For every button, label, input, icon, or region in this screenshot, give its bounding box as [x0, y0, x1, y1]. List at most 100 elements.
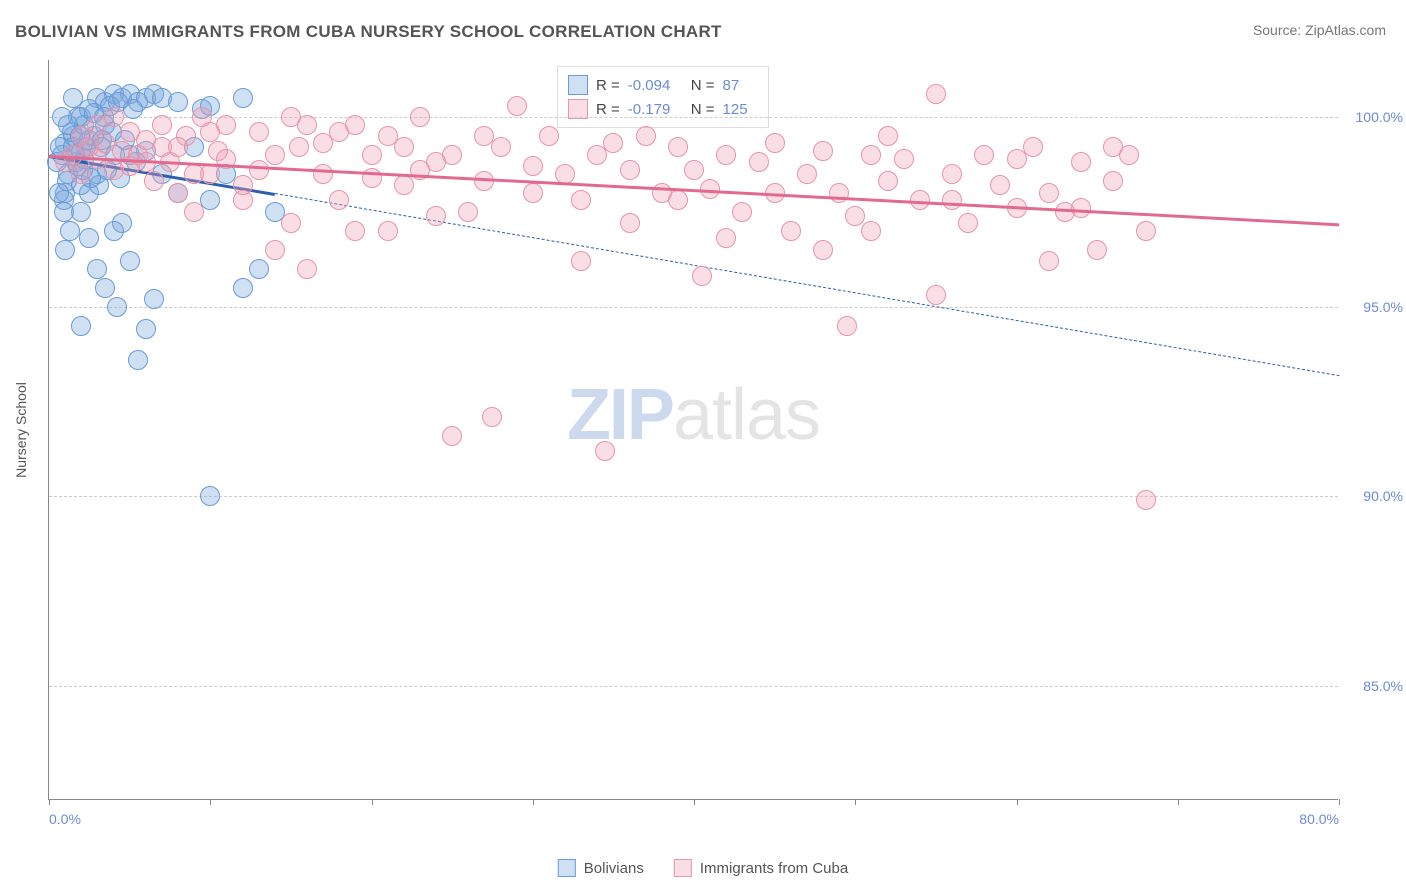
scatter-point — [1039, 183, 1059, 203]
scatter-point — [168, 137, 188, 157]
scatter-point — [765, 133, 785, 153]
scatter-point — [716, 145, 736, 165]
bottom-legend: Bolivians Immigrants from Cuba — [558, 859, 848, 877]
scatter-point — [942, 164, 962, 184]
stats-r-value: -0.094 — [628, 77, 683, 94]
scatter-point — [136, 319, 156, 339]
scatter-point — [144, 289, 164, 309]
scatter-point — [289, 137, 309, 157]
stats-swatch — [568, 75, 588, 95]
scatter-point — [104, 221, 124, 241]
scatter-point — [813, 141, 833, 161]
scatter-point — [878, 126, 898, 146]
scatter-point — [636, 126, 656, 146]
scatter-point — [845, 206, 865, 226]
scatter-point — [281, 213, 301, 233]
scatter-point — [861, 221, 881, 241]
scatter-point — [71, 164, 91, 184]
scatter-point — [55, 240, 75, 260]
scatter-point — [362, 145, 382, 165]
stats-box: R =-0.094N =87R =-0.179N =125 — [557, 66, 769, 128]
scatter-point — [813, 240, 833, 260]
stats-r-value: -0.179 — [628, 101, 683, 118]
scatter-point — [144, 171, 164, 191]
scatter-point — [168, 183, 188, 203]
scatter-point — [49, 183, 69, 203]
scatter-point — [974, 145, 994, 165]
scatter-point — [233, 278, 253, 298]
scatter-point — [620, 213, 640, 233]
scatter-point — [184, 164, 204, 184]
scatter-point — [1071, 198, 1091, 218]
scatter-point — [555, 164, 575, 184]
stats-n-label: N = — [691, 101, 715, 118]
gridline-h — [49, 686, 1338, 687]
x-tick — [1017, 799, 1018, 805]
gridline-h — [49, 117, 1338, 118]
scatter-point — [1136, 221, 1156, 241]
x-tick — [855, 799, 856, 805]
scatter-point — [1007, 149, 1027, 169]
scatter-point — [620, 160, 640, 180]
scatter-point — [716, 228, 736, 248]
legend-label: Immigrants from Cuba — [700, 860, 848, 877]
x-tick — [1339, 799, 1340, 805]
x-tick — [533, 799, 534, 805]
legend-item: Immigrants from Cuba — [674, 859, 848, 877]
scatter-point — [297, 259, 317, 279]
x-tick — [1178, 799, 1179, 805]
scatter-point — [1087, 240, 1107, 260]
scatter-point — [216, 115, 236, 135]
scatter-point — [152, 115, 172, 135]
scatter-point — [926, 285, 946, 305]
scatter-point — [926, 84, 946, 104]
scatter-point — [442, 426, 462, 446]
scatter-point — [60, 221, 80, 241]
scatter-point — [265, 240, 285, 260]
scatter-point — [410, 107, 430, 127]
scatter-point — [120, 251, 140, 271]
scatter-point — [378, 221, 398, 241]
scatter-point — [781, 221, 801, 241]
legend-item: Bolivians — [558, 859, 644, 877]
scatter-point — [523, 183, 543, 203]
scatter-point — [63, 88, 83, 108]
y-tick-label: 95.0% — [1363, 299, 1403, 315]
gridline-h — [49, 307, 1338, 308]
scatter-point — [120, 122, 140, 142]
scatter-point — [1136, 490, 1156, 510]
scatter-point — [345, 221, 365, 241]
scatter-point — [571, 190, 591, 210]
scatter-point — [1039, 251, 1059, 271]
legend-label: Bolivians — [584, 860, 644, 877]
stats-r-label: R = — [596, 77, 620, 94]
stats-n-label: N = — [691, 77, 715, 94]
scatter-point — [684, 160, 704, 180]
scatter-point — [507, 96, 527, 116]
scatter-point — [474, 171, 494, 191]
scatter-point — [426, 206, 446, 226]
scatter-point — [54, 202, 74, 222]
scatter-point — [491, 137, 511, 157]
scatter-point — [958, 213, 978, 233]
scatter-point — [894, 149, 914, 169]
x-tick — [210, 799, 211, 805]
scatter-point — [442, 145, 462, 165]
stats-r-label: R = — [596, 101, 620, 118]
scatter-point — [362, 168, 382, 188]
scatter-point — [539, 126, 559, 146]
scatter-point — [990, 175, 1010, 195]
scatter-point — [313, 164, 333, 184]
scatter-point — [184, 202, 204, 222]
watermark-atlas: atlas — [673, 375, 820, 455]
scatter-point — [345, 115, 365, 135]
scatter-point — [128, 350, 148, 370]
stats-n-value: 87 — [723, 77, 758, 94]
scatter-point — [265, 145, 285, 165]
scatter-point — [79, 228, 99, 248]
scatter-point — [249, 259, 269, 279]
scatter-point — [474, 126, 494, 146]
x-tick-label: 0.0% — [49, 811, 81, 827]
scatter-point — [942, 190, 962, 210]
scatter-point — [837, 316, 857, 336]
